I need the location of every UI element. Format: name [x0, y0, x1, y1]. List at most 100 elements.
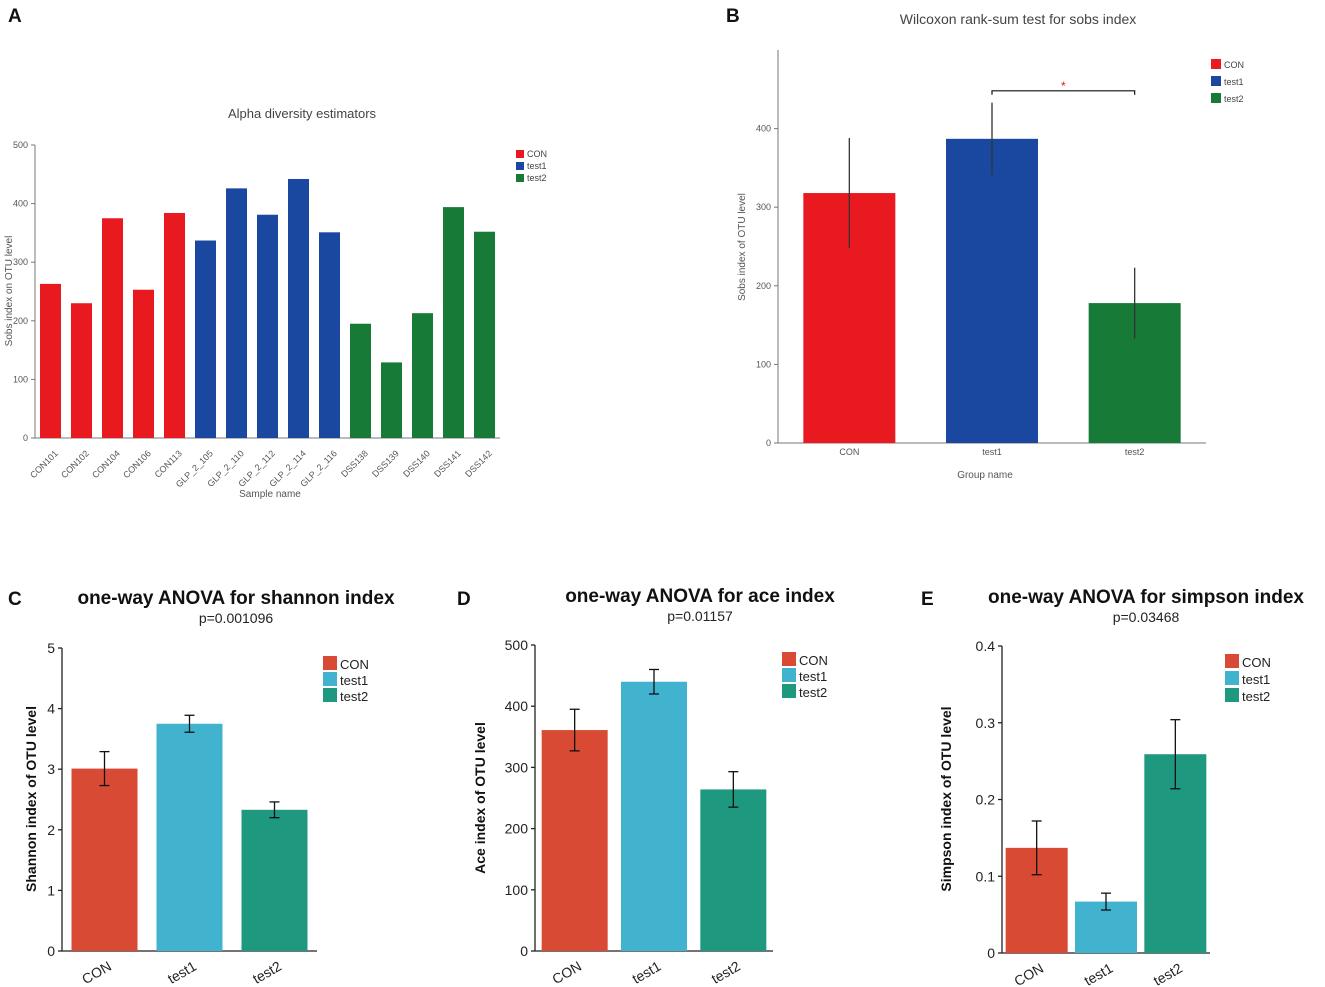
y-tick-label: 0 — [766, 438, 771, 448]
bar-test1 — [621, 681, 687, 951]
bar-test1 — [946, 138, 1038, 443]
legend-label: test1 — [1224, 77, 1244, 87]
x-axis-label: Sample name — [239, 489, 301, 500]
chart-panel-b: Wilcoxon rank-sum test for sobs index Gr… — [737, 11, 1244, 481]
legend-label: test2 — [527, 173, 547, 183]
bar-test2 — [241, 809, 308, 951]
y-tick-label: 0 — [23, 433, 28, 443]
y-tick-label: 4 — [47, 701, 55, 717]
legend-swatch-con — [1211, 59, 1221, 69]
y-axis-label: Sobs index of OTU level — [737, 193, 748, 301]
legend-swatch-con — [1225, 654, 1239, 668]
legend-swatch-test1 — [1225, 671, 1239, 685]
y-tick-label: 500 — [505, 637, 529, 653]
y-axis-label: Ace index of OTU level — [472, 722, 488, 874]
bar-glp_2_116 — [319, 232, 340, 438]
bar-con — [71, 768, 138, 951]
chart-title: one-way ANOVA for simpson index — [988, 587, 1304, 608]
y-tick-label: 0 — [987, 945, 995, 961]
bar-glp_2_112 — [257, 214, 278, 438]
legend-swatch-test2 — [1225, 688, 1239, 702]
chart-title: one-way ANOVA for ace index — [565, 586, 835, 607]
y-tick-label: 100 — [13, 374, 28, 384]
panel-label-d: D — [457, 589, 471, 610]
legend-swatch-test1 — [782, 668, 796, 682]
p-value: p=0.03468 — [1113, 609, 1180, 625]
y-tick-label: 0 — [47, 943, 55, 959]
x-tick-label: DSS141 — [432, 448, 463, 479]
legend-label: test2 — [1242, 689, 1270, 704]
x-tick-label: DSS138 — [339, 448, 370, 479]
legend-swatch-test1 — [1211, 76, 1221, 86]
x-tick-label: DSS142 — [463, 448, 494, 479]
y-tick-label: 300 — [505, 759, 529, 775]
legend-label: test2 — [799, 685, 827, 700]
y-tick-label: 400 — [505, 698, 529, 714]
y-tick-label: 300 — [756, 202, 771, 212]
y-tick-label: 0.2 — [976, 792, 996, 808]
legend-label: test2 — [1224, 94, 1244, 104]
legend-swatch-test2 — [516, 174, 524, 182]
chart-title: Wilcoxon rank-sum test for sobs index — [900, 11, 1137, 27]
y-tick-label: 500 — [13, 140, 28, 150]
bar-glp_2_110 — [226, 188, 247, 438]
bar-glp_2_114 — [288, 178, 309, 438]
y-tick-label: 300 — [13, 257, 28, 267]
x-tick-label: test2 — [709, 958, 743, 987]
y-tick-label: 0 — [520, 943, 528, 959]
x-tick-label: test2 — [1125, 447, 1145, 457]
legend-label: CON — [1242, 655, 1271, 670]
legend-label: test1 — [799, 669, 827, 684]
legend-label: test1 — [1242, 672, 1270, 687]
legend-swatch-con — [323, 656, 337, 670]
y-tick-label: 2 — [47, 822, 55, 838]
y-tick-label: 3 — [47, 761, 55, 777]
x-tick-label: CON106 — [121, 448, 153, 480]
x-tick-label: test1 — [1081, 960, 1115, 987]
y-axis-label: Sobs index on OTU level — [4, 236, 15, 347]
bar-glp_2_105 — [195, 240, 216, 438]
bar-test1 — [156, 723, 223, 951]
legend-label: CON — [527, 149, 547, 159]
y-tick-label: 100 — [505, 882, 529, 898]
bar-dss140 — [412, 313, 433, 438]
x-tick-label: test1 — [165, 958, 199, 987]
x-tick-label: CON104 — [90, 448, 122, 480]
y-tick-label: 200 — [756, 281, 771, 291]
legend-label: test1 — [527, 161, 547, 171]
bar-con113 — [164, 212, 185, 438]
legend-label: CON — [799, 653, 828, 668]
chart-title: one-way ANOVA for shannon index — [77, 588, 394, 609]
legend-swatch-test2 — [323, 688, 337, 702]
bar-test2 — [700, 789, 767, 951]
x-tick-label: CON113 — [153, 448, 184, 479]
y-tick-label: 200 — [13, 316, 28, 326]
x-tick-label: CON — [839, 447, 859, 457]
bar-con102 — [71, 303, 92, 438]
significance-bracket — [991, 90, 1136, 95]
y-tick-label: 100 — [756, 359, 771, 369]
chart-title: Alpha diversity estimators — [228, 106, 377, 121]
legend-swatch-test2 — [1211, 93, 1221, 103]
legend-label: test2 — [340, 689, 368, 704]
y-axis-label: Simpson index of OTU level — [938, 706, 954, 891]
legend-swatch-test2 — [782, 684, 796, 698]
panel-label-a: A — [8, 6, 22, 27]
chart-panel-c: one-way ANOVA for shannon index p=0.0010… — [23, 588, 395, 987]
x-tick-label: DSS140 — [401, 448, 432, 479]
panel-label-b: B — [726, 6, 740, 27]
x-tick-label: test2 — [1151, 960, 1185, 987]
legend-swatch-con — [516, 150, 524, 158]
y-tick-label: 5 — [47, 640, 55, 656]
significance-star: * — [1061, 79, 1066, 93]
bar-dss139 — [381, 362, 402, 438]
x-tick-label: CON101 — [28, 448, 60, 480]
legend-swatch-test1 — [516, 162, 524, 170]
bar-con104 — [102, 218, 123, 438]
bar-con101 — [40, 283, 61, 438]
x-tick-label: CON — [549, 958, 584, 987]
legend-label: CON — [340, 657, 369, 672]
p-value: p=0.001096 — [199, 610, 274, 626]
p-value: p=0.01157 — [667, 608, 733, 624]
x-tick-label: CON102 — [59, 448, 91, 480]
